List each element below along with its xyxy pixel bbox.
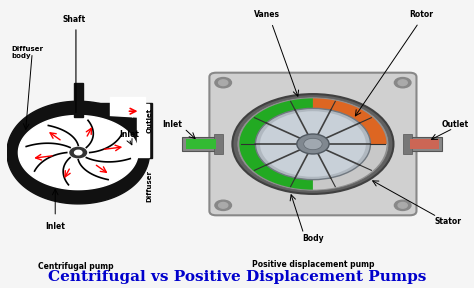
Bar [403, 134, 412, 154]
Polygon shape [7, 101, 150, 204]
Polygon shape [110, 97, 145, 117]
Text: Diffuser
body: Diffuser body [11, 46, 44, 59]
Text: Body: Body [302, 234, 324, 243]
Circle shape [304, 138, 322, 150]
Circle shape [70, 147, 87, 158]
Bar [186, 139, 216, 149]
Text: Inlet: Inlet [46, 222, 65, 231]
Circle shape [219, 80, 228, 86]
Bar [182, 137, 216, 151]
Text: Positive displacement pump: Positive displacement pump [252, 260, 374, 269]
Bar [137, 104, 149, 157]
Circle shape [398, 202, 407, 208]
Text: Outlet: Outlet [442, 120, 469, 129]
Text: Inlet: Inlet [119, 130, 139, 139]
Circle shape [219, 202, 228, 208]
Text: Diffuser: Diffuser [146, 170, 153, 202]
Text: Stator: Stator [435, 217, 462, 226]
Circle shape [255, 108, 371, 180]
Circle shape [297, 134, 329, 154]
Circle shape [215, 77, 231, 88]
Text: Centrifugal vs Positive Displacement Pumps: Centrifugal vs Positive Displacement Pum… [48, 270, 426, 284]
Text: Inlet: Inlet [162, 120, 182, 129]
Circle shape [394, 77, 411, 88]
FancyBboxPatch shape [210, 73, 417, 215]
Wedge shape [313, 144, 387, 190]
Bar [410, 139, 439, 149]
Polygon shape [97, 103, 145, 115]
Circle shape [237, 97, 389, 191]
Bar [214, 134, 223, 154]
Text: Outlet: Outlet [146, 107, 153, 132]
Text: Vanes: Vanes [254, 10, 280, 19]
Text: Centrifugal pump: Centrifugal pump [38, 262, 114, 272]
Bar [73, 83, 83, 117]
Circle shape [260, 111, 366, 177]
Circle shape [394, 200, 411, 211]
Bar [407, 137, 442, 151]
Wedge shape [313, 98, 387, 144]
Bar [134, 103, 152, 158]
Circle shape [215, 200, 231, 211]
Circle shape [398, 80, 407, 86]
Polygon shape [18, 115, 138, 190]
Circle shape [74, 150, 82, 155]
Circle shape [232, 94, 393, 194]
Text: Rotor: Rotor [409, 10, 433, 19]
Text: Shaft: Shaft [62, 15, 85, 24]
Wedge shape [239, 98, 313, 190]
